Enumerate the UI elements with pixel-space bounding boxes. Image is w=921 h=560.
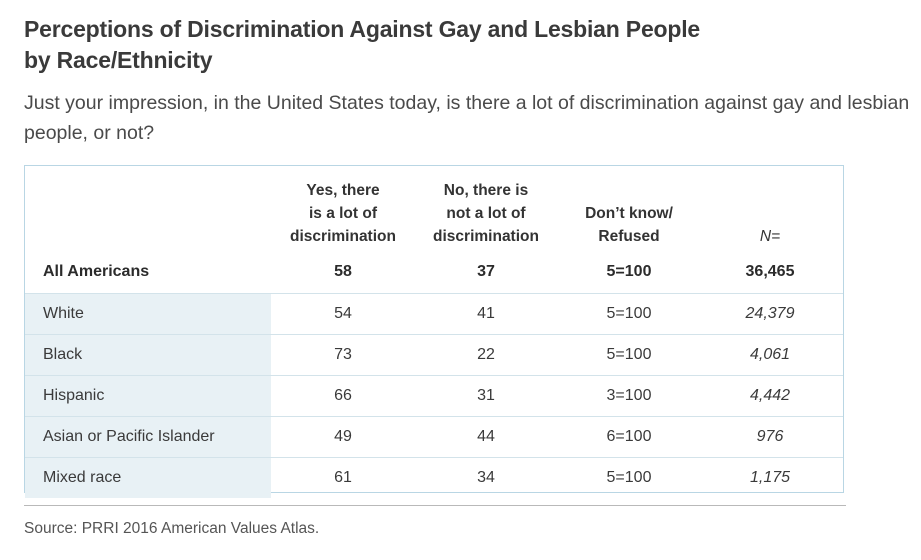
cell-dont-know-value: 5=100 xyxy=(606,263,652,280)
chart-title: Perceptions of Discrimination Against Ga… xyxy=(24,14,904,76)
chart-title-line-2: by Race/Ethnicity xyxy=(24,47,213,73)
row-label: Asian or Pacific Islander xyxy=(43,428,215,445)
table-row: White 54 41 5=100 24,379 xyxy=(25,293,843,334)
cell-dont-know-value: 5=100 xyxy=(606,469,652,486)
cell-no-value: 31 xyxy=(477,387,495,404)
source-divider xyxy=(24,505,846,506)
cell-dont-know-value: 5=100 xyxy=(606,305,652,322)
row-label: Hispanic xyxy=(43,387,105,404)
table-row: Hispanic 66 31 3=100 4,442 xyxy=(25,375,843,416)
table-row: Asian or Pacific Islander 49 44 6=100 976 xyxy=(25,416,843,457)
row-label: Black xyxy=(43,346,83,363)
cell-n-value: 4,442 xyxy=(749,387,791,404)
cell-n-value: 24,379 xyxy=(745,305,795,322)
row-label-shade xyxy=(25,294,271,334)
cell-dont-know-value: 6=100 xyxy=(606,428,652,445)
cell-n-value: 976 xyxy=(756,428,784,445)
cell-yes-value: 54 xyxy=(334,305,352,322)
cell-no-value: 22 xyxy=(477,346,495,363)
row-label-shade xyxy=(25,376,271,416)
table-header-row: Yes, there is a lot of discrimination No… xyxy=(25,166,843,254)
table-row: Mixed race 61 34 5=100 1,175 xyxy=(25,457,843,498)
row-label: White xyxy=(43,305,84,322)
table-row: Black 73 22 5=100 4,061 xyxy=(25,334,843,375)
column-header-n: N= xyxy=(759,228,781,245)
cell-n-value: 4,061 xyxy=(749,346,791,363)
cell-no-value: 34 xyxy=(477,469,495,486)
cell-yes-value: 73 xyxy=(334,346,352,363)
table-row-total: All Americans 58 37 5=100 36,465 xyxy=(25,252,843,292)
cell-yes-value: 49 xyxy=(334,428,352,445)
row-label-shade xyxy=(25,458,271,498)
column-header-yes: Yes, there is a lot of discrimination xyxy=(290,182,396,245)
cell-yes-value: 66 xyxy=(334,387,352,404)
row-label: All Americans xyxy=(43,263,150,280)
cell-dont-know-value: 3=100 xyxy=(606,387,652,404)
cell-yes-value: 61 xyxy=(334,469,352,486)
cell-dont-know-value: 5=100 xyxy=(606,346,652,363)
cell-n-value: 36,465 xyxy=(745,263,795,280)
cell-no-value: 44 xyxy=(477,428,495,445)
cell-yes-value: 58 xyxy=(334,263,352,280)
cell-no-value: 41 xyxy=(477,305,495,322)
cell-no-value: 37 xyxy=(477,263,495,280)
row-label-shade xyxy=(25,417,271,457)
cell-n-value: 1,175 xyxy=(749,469,791,486)
column-header-no: No, there is not a lot of discrimination xyxy=(433,182,539,245)
chart-title-line-1: Perceptions of Discrimination Against Ga… xyxy=(24,16,701,42)
data-table: Yes, there is a lot of discrimination No… xyxy=(24,165,844,498)
column-header-dont-know: Don’t know/ Refused xyxy=(585,205,673,245)
row-label-shade xyxy=(25,335,271,375)
chart-subtitle: Just your impression, in the United Stat… xyxy=(24,92,910,144)
source-note: Source: PRRI 2016 American Values Atlas. xyxy=(24,520,320,537)
row-label: Mixed race xyxy=(43,469,122,486)
